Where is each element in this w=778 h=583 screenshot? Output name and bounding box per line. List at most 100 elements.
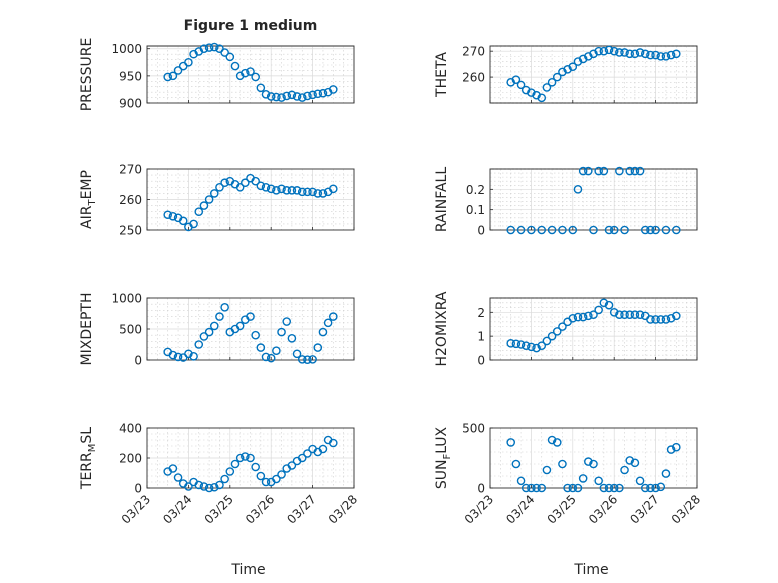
data-point bbox=[594, 476, 603, 486]
data-point bbox=[672, 311, 681, 321]
data-point bbox=[646, 315, 655, 324]
axes-frame bbox=[489, 168, 698, 231]
data-point bbox=[168, 350, 178, 360]
data-point bbox=[235, 321, 245, 331]
data-point bbox=[251, 330, 260, 340]
data-point bbox=[625, 310, 635, 319]
data-point bbox=[609, 308, 619, 317]
y-tick-label: 270 bbox=[119, 163, 142, 177]
data-point bbox=[552, 327, 562, 336]
data-point bbox=[246, 453, 255, 463]
data-point bbox=[199, 332, 209, 341]
data-point bbox=[215, 182, 224, 192]
y-tick-label: 2 bbox=[477, 306, 485, 320]
data-point bbox=[220, 178, 229, 188]
data-point bbox=[204, 43, 214, 52]
axes-background bbox=[489, 168, 698, 231]
data-point bbox=[318, 189, 328, 198]
chart-title: Figure 1 medium bbox=[184, 18, 318, 34]
data-point bbox=[640, 483, 650, 493]
data-point bbox=[537, 93, 547, 103]
data-point bbox=[506, 339, 516, 348]
subplot-pressure: 900 950 1000 PRESSURE Figure 1 medium bbox=[79, 18, 355, 112]
data-point bbox=[209, 42, 219, 52]
data-point bbox=[584, 457, 593, 466]
x-tick-label: 03/27 bbox=[284, 492, 318, 526]
data-point bbox=[511, 459, 521, 469]
data-point bbox=[568, 225, 578, 235]
data-point bbox=[635, 48, 645, 57]
data-point bbox=[656, 52, 666, 61]
data-point bbox=[552, 438, 562, 447]
data-point bbox=[220, 48, 229, 57]
data-point bbox=[599, 483, 609, 493]
data-point bbox=[594, 305, 603, 315]
data-point bbox=[620, 225, 629, 235]
data-point bbox=[630, 458, 640, 468]
subplot-terr-sl: 0 200 400 TERRMSL 03/23 03/24 03/25 03/26 03/27 0… bbox=[79, 422, 360, 579]
data-point bbox=[640, 225, 650, 235]
data-point bbox=[199, 482, 209, 491]
data-point bbox=[272, 346, 281, 356]
data-point bbox=[303, 355, 312, 364]
data-point bbox=[266, 184, 276, 194]
x-tick-label: 03/27 bbox=[627, 492, 661, 526]
data-point bbox=[199, 44, 209, 54]
data-point bbox=[604, 300, 614, 310]
data-point bbox=[589, 49, 598, 59]
data-point bbox=[547, 435, 557, 445]
data-point bbox=[532, 343, 541, 353]
data-point bbox=[516, 476, 526, 486]
data-point bbox=[303, 449, 312, 458]
y-tick-label: 900 bbox=[119, 97, 142, 111]
data-point bbox=[241, 178, 250, 188]
data-point bbox=[215, 480, 224, 490]
data-point bbox=[215, 312, 224, 321]
data-point bbox=[516, 340, 526, 349]
data-point bbox=[199, 201, 209, 210]
data-point bbox=[604, 483, 614, 493]
data-point bbox=[635, 166, 645, 176]
y-axis-label: PRESSURE bbox=[79, 38, 95, 112]
data-point bbox=[261, 352, 271, 362]
data-point bbox=[256, 83, 266, 93]
data-point bbox=[635, 310, 645, 319]
data-point bbox=[558, 67, 567, 77]
data-point bbox=[292, 349, 302, 359]
data-point bbox=[277, 93, 286, 102]
data-point bbox=[313, 343, 323, 352]
y-tick-label: 0 bbox=[134, 482, 142, 496]
data-point bbox=[672, 49, 681, 59]
data-point bbox=[303, 187, 312, 197]
data-point bbox=[204, 327, 214, 337]
data-point bbox=[184, 57, 193, 67]
data-point bbox=[599, 166, 609, 176]
y-tick-label: 0.2 bbox=[466, 183, 485, 197]
data-point bbox=[173, 473, 183, 482]
data-point bbox=[630, 49, 640, 59]
data-point bbox=[532, 90, 541, 100]
data-point bbox=[620, 465, 629, 475]
y-tick-label: 0 bbox=[477, 224, 485, 238]
y-tick-label: 260 bbox=[462, 71, 485, 85]
data-point bbox=[537, 341, 547, 350]
x-tick-label: 03/23 bbox=[462, 492, 496, 526]
subplot-h2omixra: 0 1 2 H2OMIXRA bbox=[434, 291, 698, 368]
data-point bbox=[563, 65, 572, 74]
data-point bbox=[272, 92, 281, 102]
data-point bbox=[235, 453, 245, 463]
data-point bbox=[189, 351, 198, 361]
subplot-air-emp: 250 260 270 AIRTEMP bbox=[79, 163, 355, 238]
data-point bbox=[173, 352, 183, 362]
axes-frame bbox=[489, 45, 698, 104]
data-point bbox=[666, 50, 676, 60]
data-point bbox=[527, 483, 536, 493]
data-point bbox=[625, 166, 635, 176]
axes-frame bbox=[489, 427, 698, 489]
subplot-mixdepth: 0 500 1000 MIXDEPTH bbox=[79, 292, 355, 368]
data-point bbox=[163, 72, 172, 82]
data-point bbox=[542, 336, 552, 346]
y-tick-label: 500 bbox=[119, 323, 142, 337]
data-point bbox=[547, 77, 557, 87]
data-point bbox=[521, 85, 531, 95]
